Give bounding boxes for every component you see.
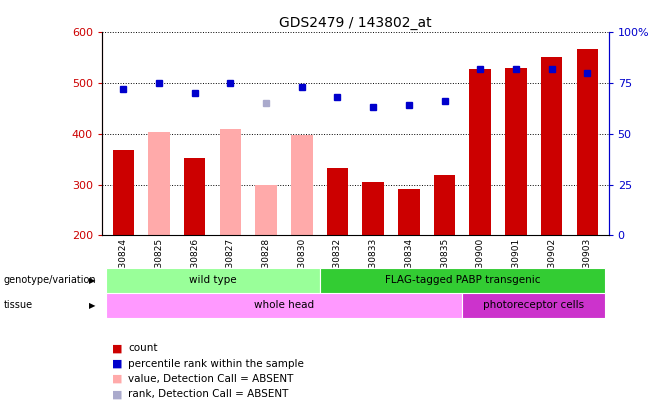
Bar [463, 293, 605, 318]
Bar [320, 268, 605, 293]
Text: ▶: ▶ [89, 276, 95, 285]
Bar [105, 293, 463, 318]
Bar [541, 57, 563, 235]
Text: photoreceptor cells: photoreceptor cells [483, 301, 584, 310]
Text: wild type: wild type [189, 275, 236, 285]
Bar [327, 168, 348, 235]
Bar [576, 49, 598, 235]
Bar [398, 189, 420, 235]
Bar [505, 68, 526, 235]
Bar [363, 182, 384, 235]
Bar [291, 135, 313, 235]
Text: ■: ■ [112, 374, 122, 384]
Bar [148, 132, 170, 235]
Text: tissue: tissue [3, 301, 32, 310]
Bar [255, 185, 277, 235]
Text: genotype/variation: genotype/variation [3, 275, 96, 285]
Text: value, Detection Call = ABSENT: value, Detection Call = ABSENT [128, 374, 293, 384]
Bar [105, 268, 320, 293]
Text: ■: ■ [112, 359, 122, 369]
Bar [113, 150, 134, 235]
Text: count: count [128, 343, 158, 353]
Bar [220, 129, 241, 235]
Text: ■: ■ [112, 343, 122, 353]
Text: ■: ■ [112, 390, 122, 399]
Text: whole head: whole head [254, 301, 314, 310]
Text: rank, Detection Call = ABSENT: rank, Detection Call = ABSENT [128, 390, 289, 399]
Bar [434, 175, 455, 235]
Text: ▶: ▶ [89, 301, 95, 310]
Bar [184, 158, 205, 235]
Bar [470, 69, 491, 235]
Text: FLAG-tagged PABP transgenic: FLAG-tagged PABP transgenic [385, 275, 540, 285]
Text: percentile rank within the sample: percentile rank within the sample [128, 359, 304, 369]
Title: GDS2479 / 143802_at: GDS2479 / 143802_at [279, 16, 432, 30]
